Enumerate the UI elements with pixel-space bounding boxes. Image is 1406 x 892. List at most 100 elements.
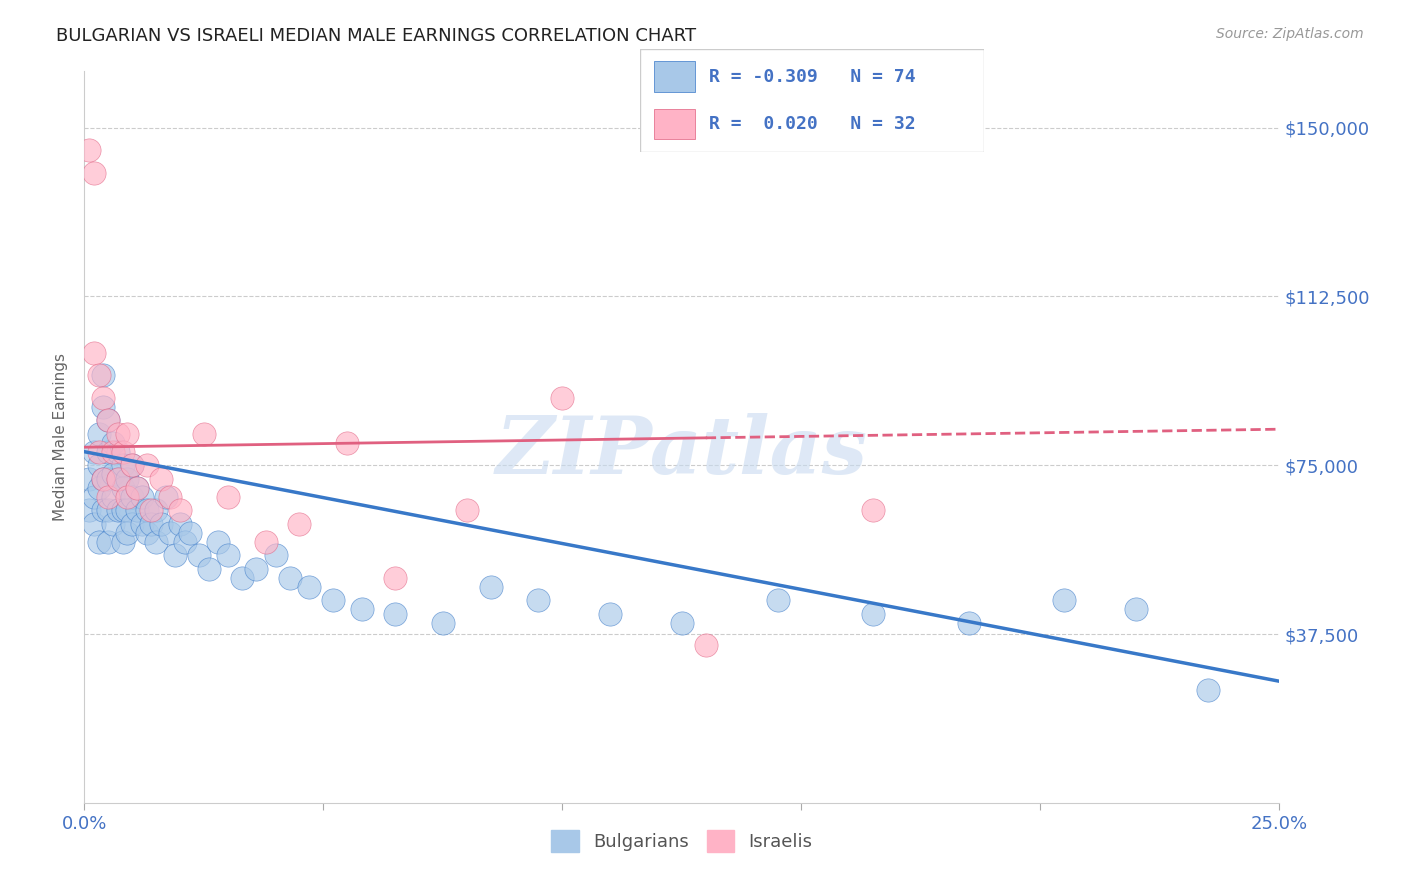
Point	[125, 481, 148, 495]
Point	[671, 615, 693, 630]
Point	[111, 534, 134, 549]
Point	[527, 593, 550, 607]
Point	[1053, 593, 1076, 607]
Point	[83, 516, 105, 531]
Point	[245, 562, 267, 576]
Point	[159, 490, 181, 504]
Point	[207, 534, 229, 549]
Point	[101, 516, 124, 531]
Point	[254, 534, 277, 549]
Y-axis label: Median Male Earnings: Median Male Earnings	[53, 353, 69, 521]
Point	[141, 516, 163, 531]
Text: Source: ZipAtlas.com: Source: ZipAtlas.com	[1216, 27, 1364, 41]
Point	[197, 562, 219, 576]
Point	[145, 503, 167, 517]
Point	[117, 503, 139, 517]
Point	[97, 413, 120, 427]
Point	[336, 435, 359, 450]
Point	[97, 534, 120, 549]
Point	[77, 472, 100, 486]
Point	[217, 490, 239, 504]
Point	[107, 472, 129, 486]
Point	[322, 593, 344, 607]
Point	[141, 503, 163, 517]
Point	[695, 638, 717, 652]
Point	[159, 525, 181, 540]
Point	[117, 426, 139, 441]
Point	[83, 444, 105, 458]
Legend: Bulgarians, Israelis: Bulgarians, Israelis	[544, 823, 820, 860]
Point	[93, 472, 115, 486]
Point	[101, 467, 124, 482]
Point	[117, 472, 139, 486]
Point	[93, 503, 115, 517]
Point	[131, 490, 153, 504]
FancyBboxPatch shape	[654, 109, 695, 139]
Point	[165, 548, 187, 562]
FancyBboxPatch shape	[654, 62, 695, 92]
Point	[278, 571, 301, 585]
Point	[479, 580, 502, 594]
Point	[149, 472, 172, 486]
Point	[173, 534, 195, 549]
Point	[121, 516, 143, 531]
Point	[101, 435, 124, 450]
Point	[231, 571, 253, 585]
Point	[131, 516, 153, 531]
FancyBboxPatch shape	[640, 49, 984, 152]
Point	[1197, 683, 1219, 698]
Point	[125, 503, 148, 517]
Point	[97, 444, 120, 458]
Point	[107, 503, 129, 517]
Point	[111, 481, 134, 495]
Point	[169, 503, 191, 517]
Point	[145, 534, 167, 549]
Point	[107, 472, 129, 486]
Point	[135, 503, 157, 517]
Point	[384, 607, 406, 621]
Point	[111, 503, 134, 517]
Point	[83, 166, 105, 180]
Text: R = -0.309   N = 74: R = -0.309 N = 74	[709, 68, 915, 86]
Point	[766, 593, 789, 607]
Point	[350, 602, 373, 616]
Point	[87, 458, 110, 473]
Point	[862, 503, 884, 517]
Point	[599, 607, 621, 621]
Point	[193, 426, 215, 441]
Point	[83, 345, 105, 359]
Point	[155, 490, 177, 504]
Point	[188, 548, 211, 562]
Point	[117, 490, 139, 504]
Point	[77, 143, 100, 157]
Point	[135, 458, 157, 473]
Point	[217, 548, 239, 562]
Point	[862, 607, 884, 621]
Point	[87, 481, 110, 495]
Point	[93, 400, 115, 414]
Text: BULGARIAN VS ISRAELI MEDIAN MALE EARNINGS CORRELATION CHART: BULGARIAN VS ISRAELI MEDIAN MALE EARNING…	[56, 27, 696, 45]
Point	[264, 548, 287, 562]
Point	[87, 534, 110, 549]
Point	[179, 525, 201, 540]
Text: ZIPatlas: ZIPatlas	[496, 413, 868, 491]
Point	[101, 490, 124, 504]
Point	[117, 525, 139, 540]
Point	[107, 426, 129, 441]
Point	[93, 368, 115, 383]
Point	[83, 490, 105, 504]
Point	[97, 413, 120, 427]
Point	[957, 615, 980, 630]
Point	[107, 444, 129, 458]
Point	[111, 458, 134, 473]
Point	[551, 391, 574, 405]
Point	[121, 490, 143, 504]
Point	[169, 516, 191, 531]
Point	[121, 458, 143, 473]
Point	[101, 444, 124, 458]
Point	[87, 426, 110, 441]
Point	[121, 458, 143, 473]
Point	[97, 472, 120, 486]
Point	[125, 481, 148, 495]
Point	[1125, 602, 1147, 616]
